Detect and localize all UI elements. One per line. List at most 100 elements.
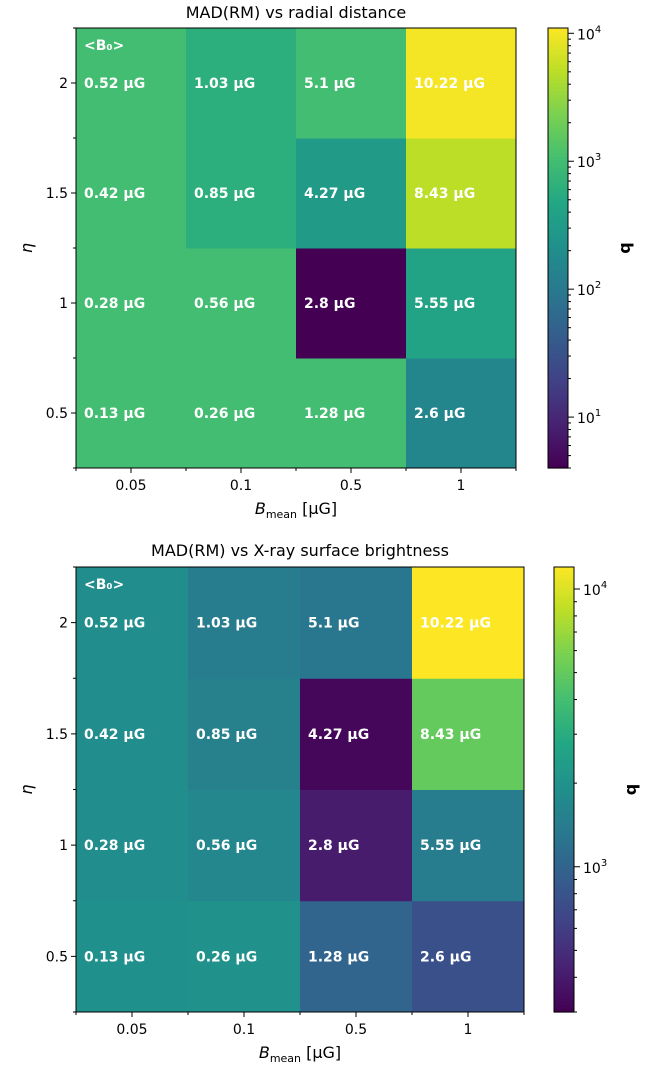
y-axis-label: η (17, 784, 36, 794)
cell-label: 5.1 μG (308, 616, 359, 632)
colorbar-segment (554, 648, 574, 653)
colorbar-segment (554, 904, 574, 909)
cell-label: 0.13 μG (84, 949, 145, 965)
colorbar-segment (548, 325, 568, 330)
colorbar-segment (554, 711, 574, 716)
colorbar-segment (548, 57, 568, 62)
colorbar-segment (554, 830, 574, 835)
cell-label: 1.28 μG (304, 406, 365, 422)
heatmap-cell (412, 567, 525, 679)
colorbar-segment (554, 596, 574, 601)
x-tick-label: 0.5 (340, 478, 362, 494)
colorbar-segment (548, 358, 568, 363)
colorbar-segment (554, 948, 574, 954)
cell-label: 5.1 μG (304, 76, 355, 92)
colorbar-segment (554, 719, 574, 724)
heatmap-cell (76, 789, 189, 902)
b0-header-label: <B₀> (84, 38, 124, 54)
x-tick-label: 0.5 (345, 1022, 367, 1038)
colorbar-segment (548, 420, 568, 425)
colorbar-segment (554, 763, 574, 768)
colorbar-segment (554, 618, 574, 624)
colorbar-segment (548, 196, 568, 201)
colorbar-segment (548, 31, 568, 36)
colorbar-segment (554, 960, 574, 965)
colorbar-segment (548, 35, 568, 40)
colorbar-segment (554, 696, 574, 702)
colorbar-segment (548, 449, 568, 454)
colorbar-segment (548, 46, 568, 51)
cell-label: 1.03 μG (196, 616, 257, 632)
colorbar-tick-label: 104 (583, 580, 607, 599)
colorbar-segment (554, 952, 574, 957)
colorbar-segment (548, 343, 568, 348)
colorbar-segment (554, 900, 574, 906)
heatmap-cell (412, 900, 525, 1013)
colorbar-segment (548, 64, 568, 69)
heatmap-cell (76, 678, 189, 790)
heatmap-cell (76, 28, 187, 139)
cell-label: 0.26 μG (194, 406, 255, 422)
colorbar-segment (548, 167, 568, 172)
colorbar-segment (554, 641, 574, 646)
colorbar-segment (554, 656, 574, 661)
colorbar-segment (548, 303, 568, 308)
cell-label: 0.13 μG (84, 406, 145, 422)
colorbar-segment (554, 811, 574, 817)
colorbar-tick-label: 103 (577, 152, 601, 171)
x-tick-label: 0.1 (233, 1022, 255, 1038)
colorbar-segment (548, 394, 568, 399)
colorbar-segment (548, 438, 568, 443)
y-tick-label: 2 (59, 76, 68, 92)
colorbar-segment (548, 431, 568, 436)
heatmap-panel-1: MAD(RM) vs radial distance 0.13 μG 0.26 μG… (17, 3, 634, 521)
colorbar-segment (554, 889, 574, 894)
colorbar-segment (548, 83, 568, 88)
colorbar-segment (554, 971, 574, 976)
cell-label: 0.56 μG (194, 296, 255, 312)
cell-label: 0.85 μG (194, 186, 255, 202)
heatmap-cell (76, 138, 187, 249)
colorbar-segment (548, 347, 568, 352)
colorbar-segment (554, 878, 574, 883)
colorbar-segment (548, 163, 568, 168)
cell-label: 0.26 μG (196, 949, 257, 965)
y-axis-label: η (17, 243, 36, 253)
colorbar-segment (554, 859, 574, 865)
colorbar-segment (548, 141, 568, 146)
y-tick-label: 1 (59, 838, 68, 854)
colorbar-segment (554, 845, 574, 850)
cell-label: 2.8 μG (304, 296, 355, 312)
y-tick-label: 2 (59, 616, 68, 632)
y-tick-label: 1.5 (46, 727, 68, 743)
cell-label: 0.52 μG (84, 616, 145, 632)
colorbar-segment (548, 229, 568, 234)
heatmap-cell (76, 248, 187, 359)
colorbar-segment (548, 369, 568, 374)
cell-label: 0.42 μG (84, 727, 145, 743)
colorbar-segment (548, 90, 568, 95)
colorbar-segment (548, 464, 568, 469)
cell-label: 0.56 μG (196, 838, 257, 854)
colorbar-segment (554, 570, 574, 576)
colorbar-segment (548, 310, 568, 315)
colorbar-segment (548, 460, 568, 465)
heatmap-cell (300, 678, 413, 790)
colorbar-segment (554, 937, 574, 943)
colorbar-segment (548, 365, 568, 370)
colorbar-segment (548, 134, 568, 139)
chart-title: MAD(RM) vs X-ray surface brightness (151, 541, 449, 560)
colorbar-segment (554, 652, 574, 657)
colorbar-segment (548, 424, 568, 429)
cell-label: 0.42 μG (84, 186, 145, 202)
heatmap-cell (296, 358, 407, 469)
colorbar-segment (548, 61, 568, 66)
colorbar-segment (548, 123, 568, 128)
cell-label: 0.28 μG (84, 838, 145, 854)
colorbar-segment (548, 380, 568, 385)
colorbar-segment (548, 299, 568, 304)
cell-label: 4.27 μG (308, 727, 369, 743)
colorbar-segment (554, 722, 574, 728)
colorbar-segment (554, 756, 574, 761)
chart-title: MAD(RM) vs radial distance (186, 3, 407, 22)
